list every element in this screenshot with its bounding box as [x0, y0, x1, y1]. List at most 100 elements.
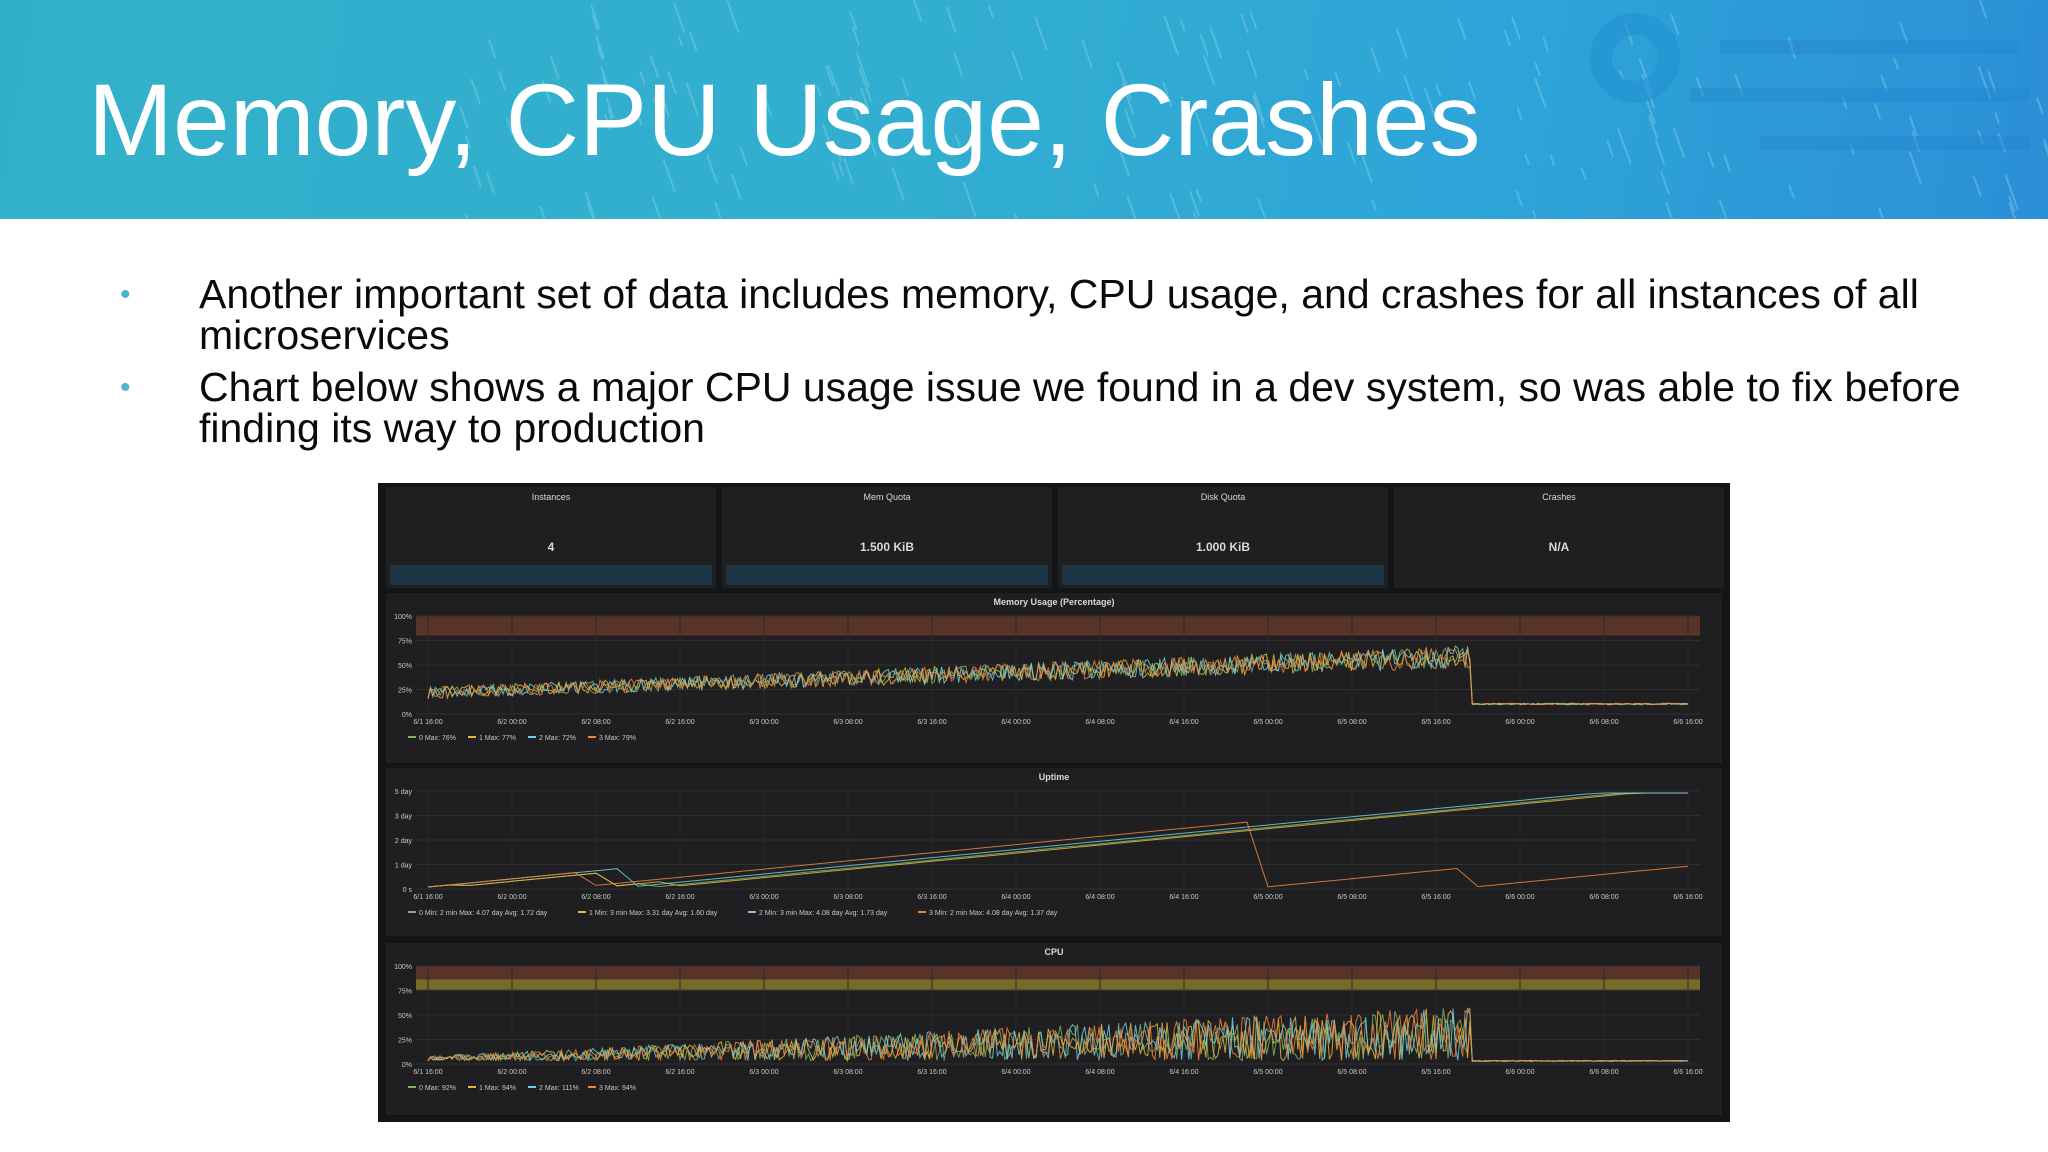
series-line	[427, 792, 1688, 888]
series-line	[427, 1007, 1689, 1062]
stat-sparkline-bg	[726, 565, 1048, 585]
x-tick-label: 6/1 16:00	[413, 719, 442, 726]
legend-item: 2 Max: 111%	[539, 1085, 579, 1092]
x-tick-label: 6/6 00:00	[1505, 1069, 1534, 1076]
graph-panel	[386, 768, 1722, 936]
graph-title: Memory Usage (Percentage)	[993, 597, 1114, 607]
x-tick-label: 6/5 08:00	[1337, 719, 1366, 726]
legend-item: 2 Max: 72%	[539, 735, 576, 742]
y-tick-label: 50%	[398, 1013, 412, 1020]
stat-title: Instances	[532, 492, 571, 502]
bullet-item: • Chart below shows a major CPU usage is…	[120, 367, 2000, 449]
stat-sparkline-bg	[1062, 565, 1384, 585]
y-tick-label: 5 day	[395, 789, 413, 796]
x-tick-label: 6/3 00:00	[749, 1069, 778, 1076]
stat-value: 1.500 KiB	[860, 540, 914, 554]
stat-value: 4	[548, 540, 555, 554]
y-tick-label: 3 day	[395, 814, 413, 821]
legend-item: 1 Max: 94%	[479, 1085, 516, 1092]
y-tick-label: 25%	[398, 1038, 412, 1045]
stat-value: N/A	[1549, 540, 1570, 554]
x-tick-label: 6/4 16:00	[1169, 719, 1198, 726]
x-tick-label: 6/4 08:00	[1085, 894, 1114, 901]
x-tick-label: 6/6 08:00	[1589, 719, 1618, 726]
legend-item: 3 Min: 2 min Max: 4.08 day Avg: 1.37 day	[929, 910, 1058, 917]
x-tick-label: 6/2 16:00	[665, 1069, 694, 1076]
legend-item: 2 Min: 3 min Max: 4.08 day Avg: 1.73 day	[759, 910, 888, 917]
x-tick-label: 6/4 00:00	[1001, 719, 1030, 726]
x-tick-label: 6/4 16:00	[1169, 894, 1198, 901]
legend-item: 0 Min: 2 min Max: 4.07 day Avg: 1.72 day	[419, 910, 548, 917]
x-tick-label: 6/2 00:00	[497, 1069, 526, 1076]
x-tick-label: 6/3 00:00	[749, 719, 778, 726]
x-tick-label: 6/2 00:00	[497, 894, 526, 901]
legend-item: 0 Max: 92%	[419, 1085, 456, 1092]
legend-item: 3 Max: 79%	[599, 735, 636, 742]
y-tick-label: 0%	[402, 712, 412, 719]
x-tick-label: 6/3 00:00	[749, 894, 778, 901]
x-tick-label: 6/2 08:00	[581, 894, 610, 901]
x-tick-label: 6/6 16:00	[1673, 894, 1702, 901]
banner-decor-bars	[1690, 40, 2030, 150]
x-tick-label: 6/5 00:00	[1253, 894, 1282, 901]
x-tick-label: 6/5 16:00	[1421, 894, 1450, 901]
x-tick-label: 6/5 00:00	[1253, 719, 1282, 726]
title-banner: Memory, CPU Usage, Crashes	[0, 0, 2048, 219]
x-tick-label: 6/1 16:00	[413, 1069, 442, 1076]
legend-item: 1 Min: 3 min Max: 3.31 day Avg: 1.60 day	[589, 910, 718, 917]
x-tick-label: 6/3 16:00	[917, 1069, 946, 1076]
graph-title: Uptime	[1039, 772, 1070, 782]
bullet-text: Chart below shows a major CPU usage issu…	[199, 364, 1961, 451]
grafana-dashboard-screenshot: Instances 4 Mem Quota 1.500 KiB Disk Quota 1.…	[378, 483, 1730, 1122]
x-tick-label: 6/5 08:00	[1337, 894, 1366, 901]
stat-sparkline-bg	[390, 565, 712, 585]
y-tick-label: 2 day	[395, 838, 413, 845]
warning-band	[416, 979, 1700, 990]
x-tick-label: 6/1 16:00	[413, 894, 442, 901]
x-tick-label: 6/2 08:00	[581, 719, 610, 726]
stat-title: Crashes	[1542, 492, 1576, 502]
graph-title: CPU	[1044, 947, 1063, 957]
x-tick-label: 6/6 08:00	[1589, 1069, 1618, 1076]
bullet-marker: •	[120, 278, 131, 311]
gear-icon	[1590, 13, 1680, 103]
bullet-marker: •	[120, 371, 131, 404]
x-tick-label: 6/4 08:00	[1085, 719, 1114, 726]
bullet-text: Another important set of data includes m…	[199, 271, 1919, 358]
y-tick-label: 100%	[394, 614, 412, 621]
x-tick-label: 6/5 16:00	[1421, 719, 1450, 726]
y-tick-label: 75%	[398, 989, 412, 996]
legend-item: 3 Max: 94%	[599, 1085, 636, 1092]
x-tick-label: 6/5 00:00	[1253, 1069, 1282, 1076]
stat-title: Mem Quota	[863, 492, 910, 502]
x-tick-label: 6/3 08:00	[833, 1069, 862, 1076]
banner-texture	[459, 0, 2048, 219]
x-tick-label: 6/3 08:00	[833, 894, 862, 901]
threshold-band	[416, 616, 1700, 636]
x-tick-label: 6/6 16:00	[1673, 1069, 1702, 1076]
x-tick-label: 6/3 16:00	[917, 719, 946, 726]
dashboard-canvas: Instances 4 Mem Quota 1.500 KiB Disk Quota 1.…	[386, 487, 1724, 1115]
x-tick-label: 6/2 08:00	[581, 1069, 610, 1076]
x-tick-label: 6/3 08:00	[833, 719, 862, 726]
y-tick-label: 0 s	[403, 887, 413, 894]
slide-title: Memory, CPU Usage, Crashes	[88, 63, 1481, 177]
y-tick-label: 75%	[398, 639, 412, 646]
x-tick-label: 6/4 00:00	[1001, 894, 1030, 901]
x-tick-label: 6/5 16:00	[1421, 1069, 1450, 1076]
series-line	[427, 821, 1689, 888]
y-tick-label: 50%	[398, 663, 412, 670]
x-tick-label: 6/2 00:00	[497, 719, 526, 726]
x-tick-label: 6/4 16:00	[1169, 1069, 1198, 1076]
y-tick-label: 1 day	[395, 863, 413, 870]
x-tick-label: 6/2 16:00	[665, 719, 694, 726]
stat-value: 1.000 KiB	[1196, 540, 1250, 554]
x-tick-label: 6/2 16:00	[665, 894, 694, 901]
legend-item: 0 Max: 76%	[419, 735, 456, 742]
bullet-list: • Another important set of data includes…	[120, 274, 2000, 460]
y-tick-label: 100%	[394, 964, 412, 971]
x-tick-label: 6/4 00:00	[1001, 1069, 1030, 1076]
x-tick-label: 6/6 08:00	[1589, 894, 1618, 901]
legend-item: 1 Max: 77%	[479, 735, 516, 742]
stat-title: Disk Quota	[1201, 492, 1246, 502]
